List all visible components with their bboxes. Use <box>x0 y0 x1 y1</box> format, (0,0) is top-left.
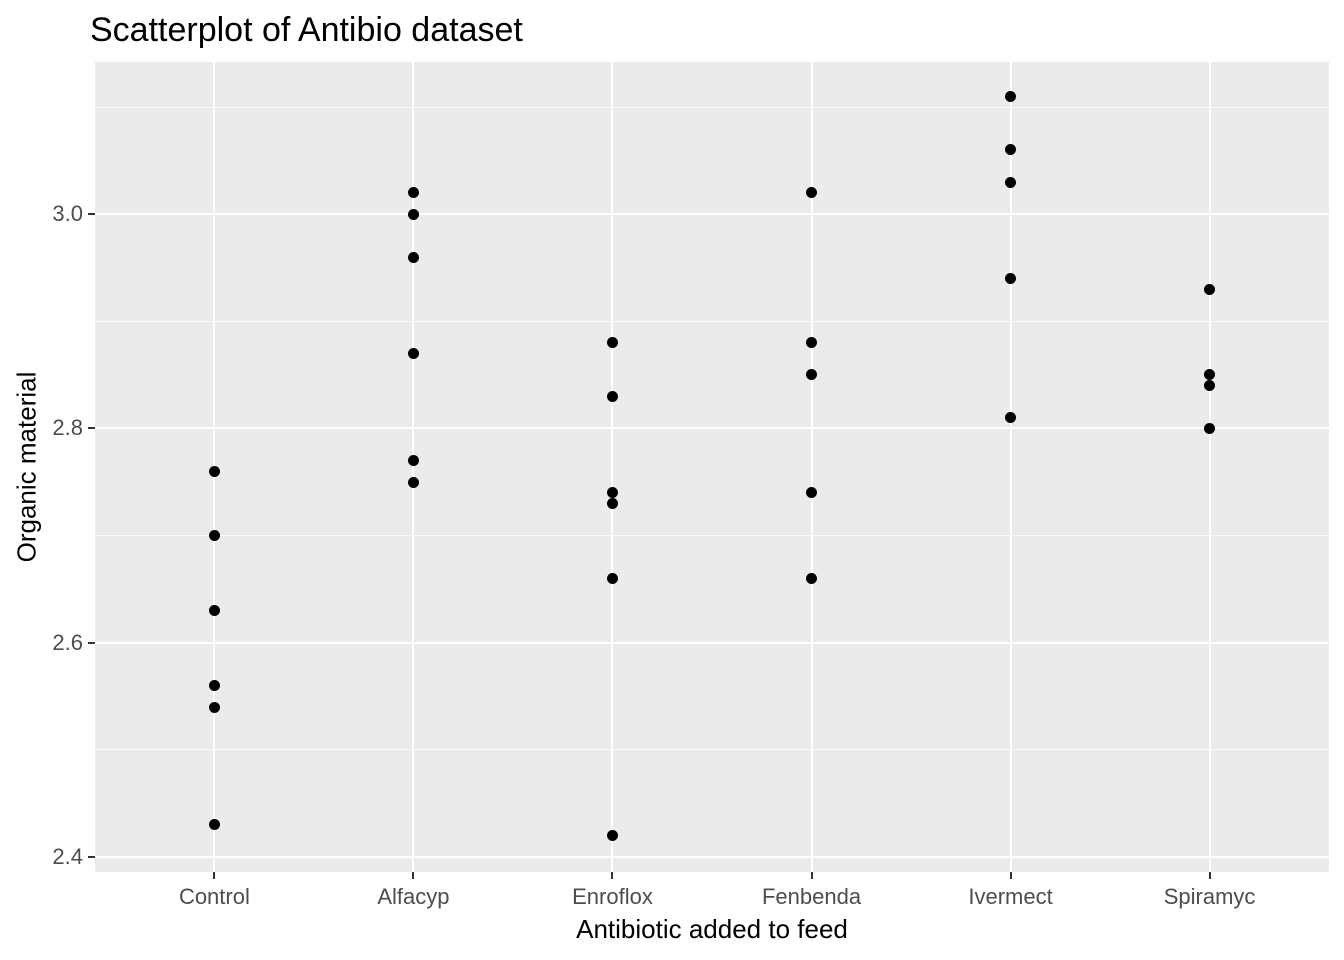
x-tick-label-spiramyc: Spiramyc <box>1163 884 1256 909</box>
data-point <box>407 251 419 263</box>
gridline-minor-y-3.1 <box>95 106 1329 108</box>
data-point <box>606 337 618 349</box>
gridline-x-fenbenda <box>810 62 813 872</box>
data-point <box>806 369 818 381</box>
data-point <box>806 572 818 584</box>
gridline-x-alfacyp <box>412 62 415 872</box>
gridline-major-y-3 <box>95 213 1329 216</box>
x-tick-label-fenbenda: Fenbenda <box>761 884 862 909</box>
data-point <box>407 455 419 467</box>
x-tick-label-enroflox: Enroflox <box>572 884 653 909</box>
gridline-major-y-2.6 <box>95 641 1329 644</box>
data-point <box>407 208 419 220</box>
data-point <box>1204 422 1216 434</box>
data-point <box>606 497 618 509</box>
y-tick-mark <box>88 427 95 430</box>
x-tick-mark <box>611 872 614 879</box>
data-point <box>606 487 618 499</box>
data-point <box>606 830 618 842</box>
data-point <box>208 680 220 692</box>
y-tick-label: 2.6 <box>52 629 83 655</box>
gridline-minor-y-2.5 <box>95 749 1329 751</box>
gridline-x-spiramyc <box>1208 62 1211 872</box>
y-tick-mark <box>88 641 95 644</box>
y-tick-mark <box>88 856 95 858</box>
gridline-minor-y-2.7 <box>95 535 1329 537</box>
chart-title: Scatterplot of Antibio dataset <box>90 11 523 49</box>
gridline-x-ivermect <box>1009 62 1012 872</box>
gridline-minor-y-2.9 <box>95 320 1329 322</box>
data-point <box>208 465 220 477</box>
data-point <box>208 530 220 542</box>
x-tick-mark <box>810 872 813 879</box>
x-tick-label-ivermect: Ivermect <box>968 884 1053 909</box>
data-point <box>606 390 618 402</box>
data-point <box>407 187 419 199</box>
data-point <box>1005 272 1017 284</box>
x-tick-label-alfacyp: Alfacyp <box>377 884 450 909</box>
data-point <box>606 572 618 584</box>
gridline-major-y-2.4 <box>95 856 1329 858</box>
y-axis-title: Organic material <box>11 371 42 563</box>
gridline-x-enroflox <box>611 62 614 872</box>
data-point <box>806 187 818 199</box>
data-point <box>208 605 220 617</box>
data-point <box>208 701 220 713</box>
data-point <box>806 337 818 349</box>
data-point <box>1204 380 1216 392</box>
plot-panel <box>95 62 1329 872</box>
data-point <box>407 347 419 359</box>
x-axis-title: Antibiotic added to feed <box>576 914 848 944</box>
gridline-major-y-2.8 <box>95 427 1329 430</box>
y-tick-label: 2.8 <box>52 415 83 441</box>
y-tick-label: 2.4 <box>52 844 83 869</box>
x-tick-mark <box>1208 872 1211 879</box>
x-tick-mark <box>412 872 415 879</box>
data-point <box>407 476 419 488</box>
data-point <box>1005 412 1017 424</box>
data-point <box>1204 369 1216 381</box>
x-tick-mark <box>213 872 216 879</box>
data-point <box>1005 90 1017 102</box>
data-point <box>1005 176 1017 188</box>
data-point <box>1005 144 1017 156</box>
data-point <box>208 819 220 831</box>
data-point <box>806 487 818 499</box>
y-tick-label: 3.0 <box>52 201 83 227</box>
data-point <box>1204 283 1216 295</box>
x-tick-label-control: Control <box>178 884 250 909</box>
y-tick-mark <box>88 213 95 216</box>
x-tick-mark <box>1009 872 1012 879</box>
